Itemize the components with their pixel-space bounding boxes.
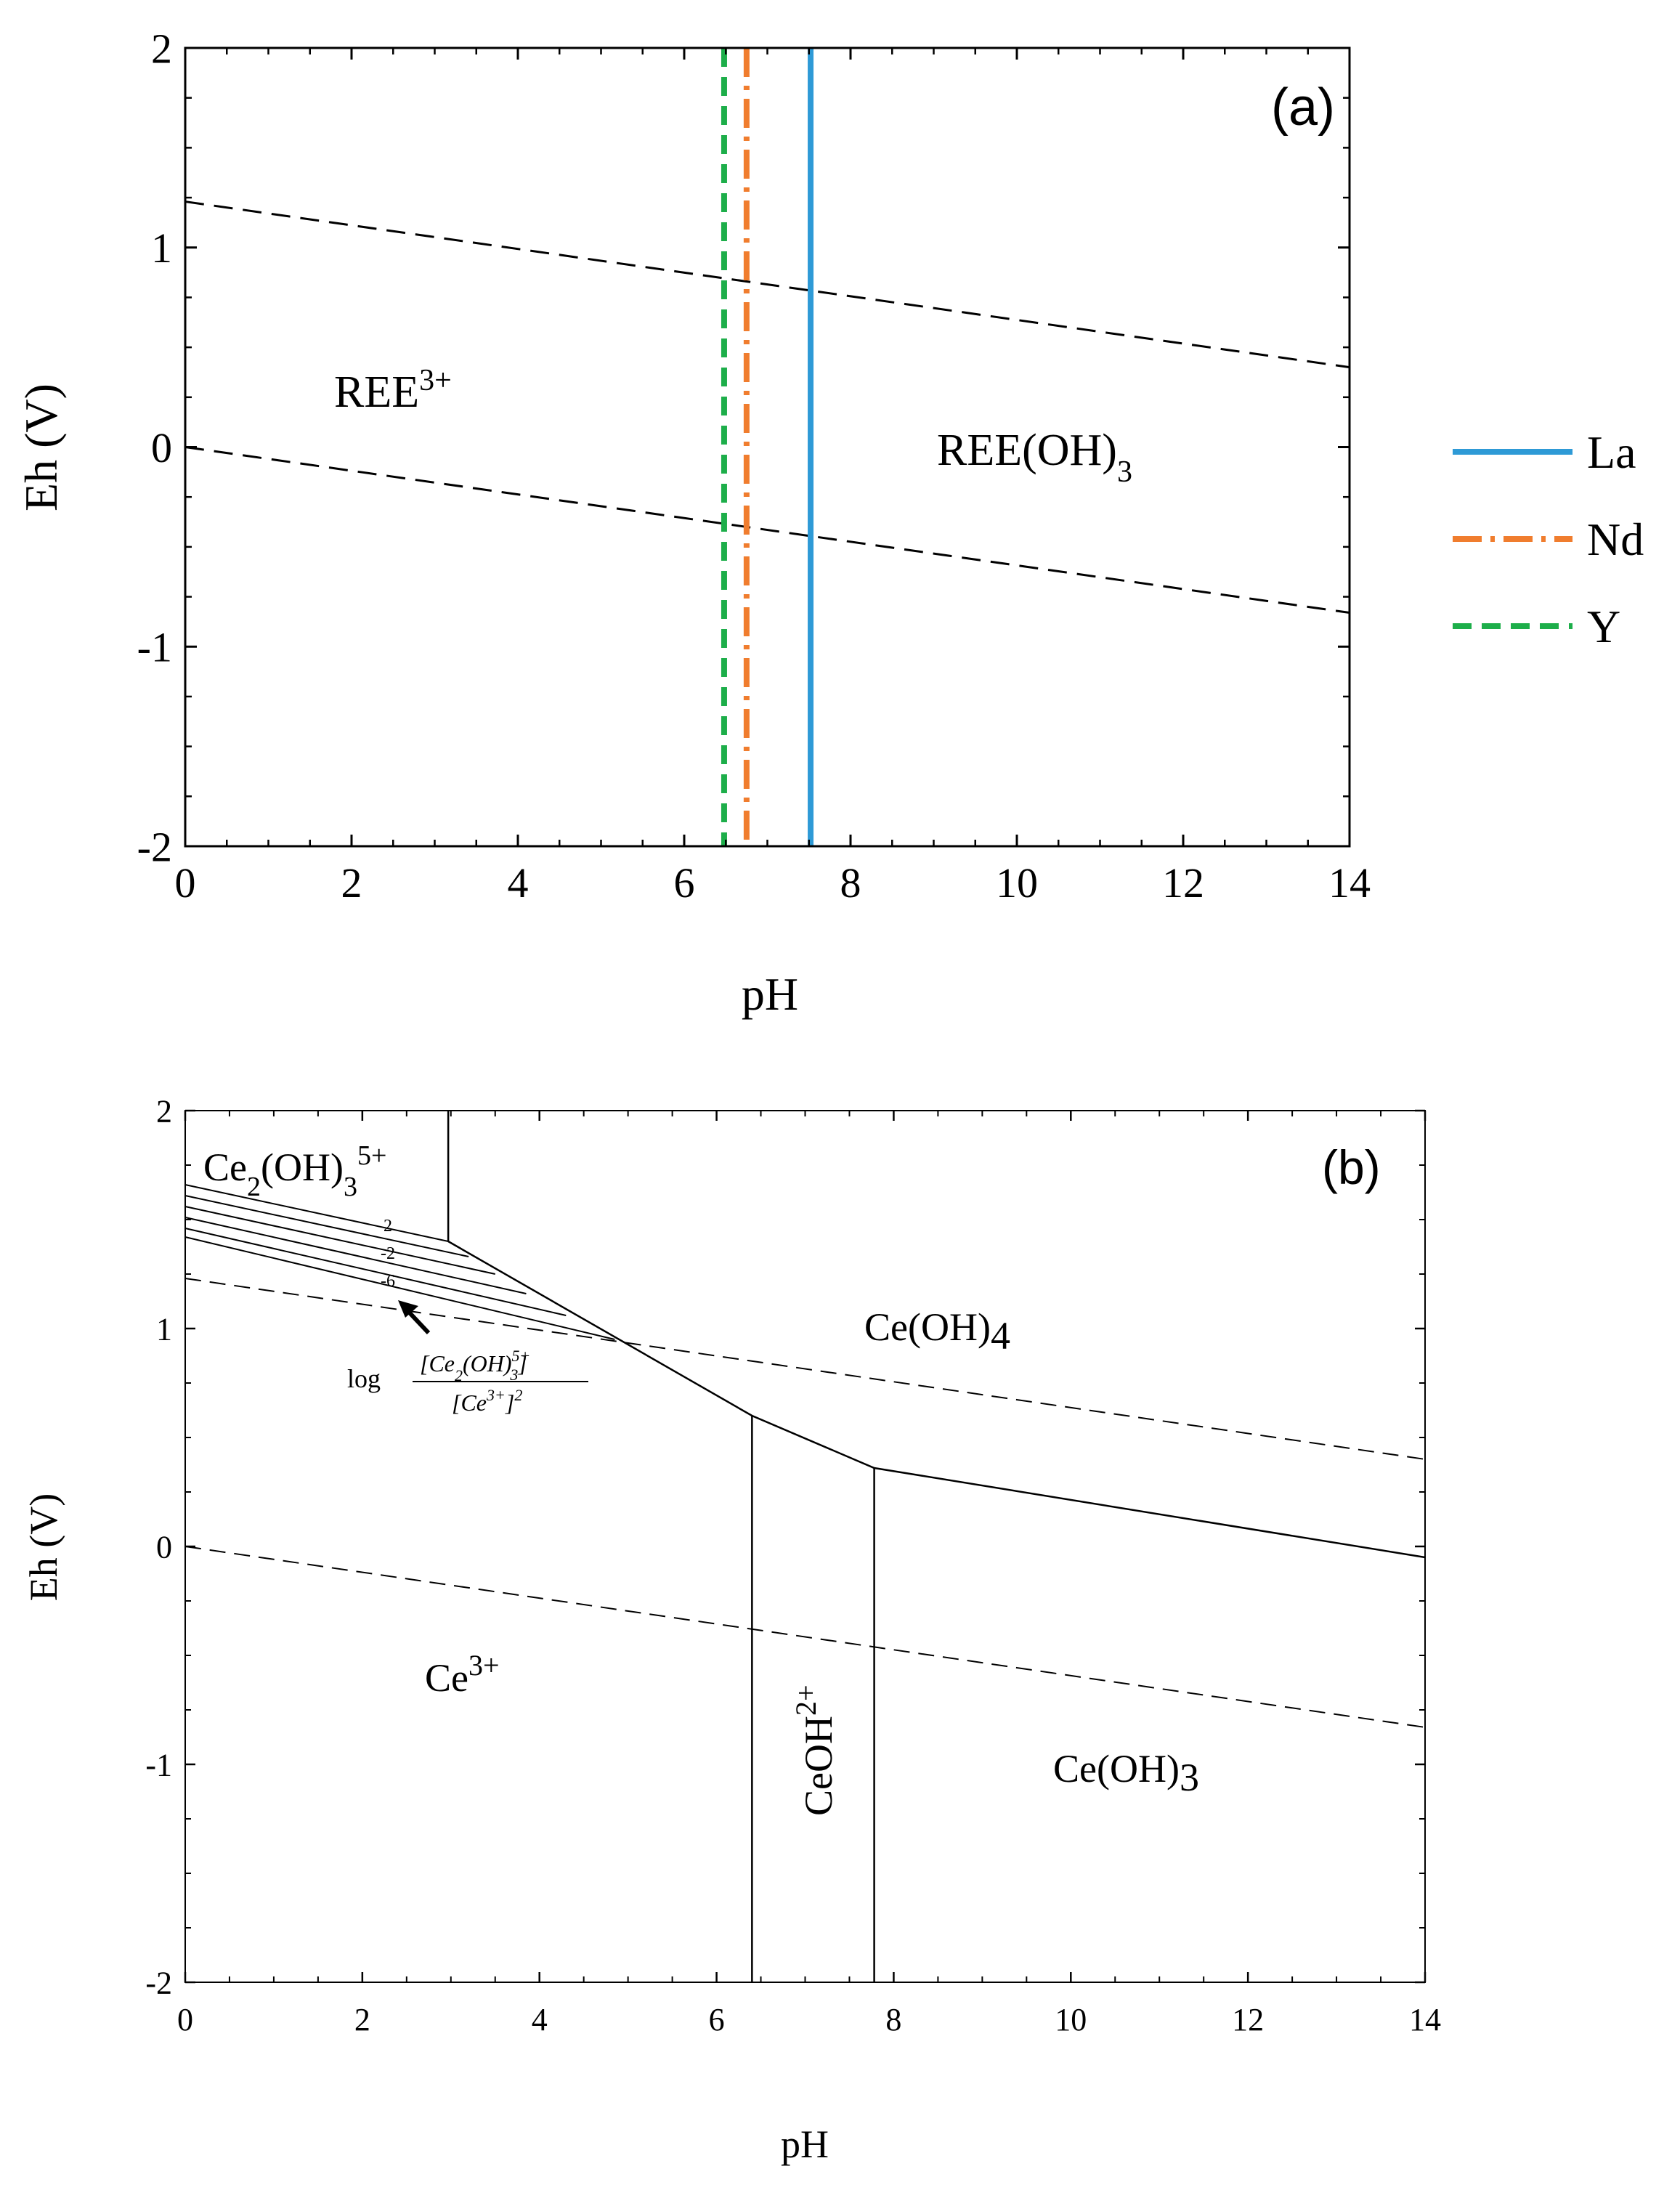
region-ce2-oh3-charge: 5+: [357, 1140, 386, 1171]
region-ce2-oh3-5plus: Ce2(OH)35+: [203, 1140, 386, 1202]
ratio-den-main: [Ce: [452, 1390, 487, 1416]
panel-b-x-tick-label: 2: [354, 2002, 370, 2037]
legend-label-la: La: [1587, 426, 1636, 478]
panel-a-water-line-lower: [184, 446, 1350, 615]
panel-a-x-tick-label: 8: [840, 859, 861, 907]
region-ree-oh3: REE(OH)3: [937, 426, 1132, 489]
region-ce-oh4-sub: 4: [991, 1314, 1010, 1358]
ratio-num-charge: 5+: [512, 1347, 531, 1365]
ratio-den-end: ]: [505, 1390, 514, 1416]
region-ree3plus: REE3+: [334, 364, 452, 417]
panel-a-y-axis-label: Eh (V): [15, 384, 67, 511]
log-label: log: [347, 1364, 381, 1393]
ratio-num-end: ]: [517, 1350, 527, 1376]
panel-b-water-line-lower: [184, 1546, 1426, 1728]
panel-b-y-tick-label: 1: [156, 1311, 172, 1347]
panel-a-x-tick-label: 4: [508, 859, 529, 907]
contour-label-3: -6: [381, 1272, 395, 1291]
legend-label-nd: Nd: [1587, 514, 1644, 565]
region-ce2-oh3-main: Ce: [203, 1145, 247, 1189]
contour-line-6: [184, 1236, 615, 1340]
panel-a-lines: [184, 48, 1350, 846]
panel-b-y-tick-label: 2: [156, 1093, 172, 1129]
panel-a-x-tick-label: 14: [1328, 859, 1371, 907]
region-ce3plus: Ce3+: [425, 1649, 500, 1700]
panel-a-plot-frame: [184, 46, 1351, 848]
panel-b-x-tick-label: 6: [709, 2002, 725, 2037]
phase-boundary-2: [447, 1240, 1426, 1559]
panel-a-x-tick-label: 6: [674, 859, 695, 907]
contour-line-3: [184, 1206, 495, 1275]
ratio-numerator: [Ce2(OH)5+ 3]: [420, 1347, 530, 1384]
panel-b-y-axis-label: Eh (V): [22, 1493, 65, 1601]
annotation-arrow: [398, 1300, 431, 1335]
panel-a-y-tick-label: 1: [151, 224, 172, 272]
panel-b-plot-frame: [184, 1110, 1426, 1983]
panel-b-x-tick-label: 8: [885, 2002, 901, 2037]
panel-a-x-axis-label: pH: [742, 968, 798, 1020]
ratio-den-square: 2: [514, 1386, 522, 1404]
ratio-den-charge: 3+: [486, 1386, 506, 1404]
legend-label-y: Y: [1587, 601, 1620, 652]
region-ree-oh3-sub: 3: [1117, 455, 1132, 489]
ratio-num-sub1: 2: [455, 1366, 463, 1384]
region-ceoh-2plus-main: CeOH: [797, 1716, 840, 1816]
panel-a-y-tick-label: 2: [151, 25, 172, 72]
contour-line-1: [184, 1184, 449, 1242]
region-ce2-oh3-sub2: 3: [344, 1172, 357, 1202]
panel-a-label: (a): [1271, 78, 1335, 137]
panel-a-water-line-upper: [184, 200, 1350, 369]
region-ree3plus-main: REE: [334, 368, 419, 417]
region-ce-oh4-main: Ce(OH): [864, 1305, 991, 1349]
annotation-arrow-head: [398, 1300, 418, 1318]
panel-b-y-tick-label: -1: [145, 1747, 172, 1783]
contour-label-2: -2: [381, 1244, 395, 1263]
ratio-denominator: [Ce3+]2: [452, 1386, 522, 1416]
contour-label-1: 2: [384, 1217, 392, 1236]
ratio-num-mid: (OH): [463, 1350, 512, 1376]
panel-b-lines: [184, 1111, 1426, 1982]
ratio-num-sub2: 3: [509, 1366, 518, 1384]
panel-b-label: (b): [1322, 1140, 1381, 1194]
panel-b-x-tick-label: 10: [1055, 2002, 1087, 2037]
panel-b-x-tick-label: 12: [1232, 2002, 1264, 2037]
region-ceoh-2plus-charge: 2+: [790, 1684, 822, 1716]
region-ree3plus-charge: 3+: [419, 364, 452, 397]
region-ceoh-2plus: CeOH2+: [790, 1684, 840, 1816]
region-ree-oh3-main: REE(OH): [937, 426, 1117, 475]
contour-line-4: [184, 1217, 527, 1294]
region-ce-oh4: Ce(OH)4: [864, 1305, 1010, 1358]
ratio-num-main: [Ce: [420, 1350, 455, 1376]
panel-a-x-tick-label: 2: [341, 859, 362, 907]
panel-b-y-tick-label: -2: [145, 1965, 172, 2000]
panel-a-y-tick-label: 0: [151, 424, 172, 471]
region-ce-oh3-sub: 3: [1180, 1756, 1199, 1799]
panel-a-x-tick-label: 12: [1162, 859, 1204, 907]
panel-a-x-tick-label: 0: [175, 859, 196, 907]
region-ce3plus-charge: 3+: [468, 1649, 500, 1682]
region-ce-oh3: Ce(OH)3: [1053, 1747, 1199, 1799]
panel-b-y-tick-label: 0: [156, 1529, 172, 1565]
panel-a-legend: La Nd Y: [1453, 426, 1644, 652]
panel-a-y-tick-label: -2: [137, 823, 172, 870]
region-ce-oh3-main: Ce(OH): [1053, 1747, 1180, 1791]
panel-b-water-line-upper: [184, 1278, 1426, 1460]
region-ce3plus-main: Ce: [425, 1656, 468, 1700]
log-ratio-annotation: log [Ce2(OH)5+ 3] [Ce3+]2: [347, 1347, 588, 1416]
region-ce2-oh3-sub1: 2: [247, 1172, 261, 1202]
panel-b-x-tick-label: 4: [532, 2002, 548, 2037]
panel-a-y-tick-label: -1: [137, 624, 172, 671]
panel-b-x-axis-label: pH: [781, 2122, 829, 2166]
panel-b-x-tick-label: 14: [1409, 2002, 1441, 2037]
panel-b-x-tick-label: 0: [177, 2002, 193, 2037]
panel-a-x-tick-label: 10: [996, 859, 1038, 907]
region-ce2-oh3-mid: (OH): [261, 1145, 344, 1189]
contour-line-5: [184, 1228, 567, 1316]
contour-line-2: [184, 1195, 469, 1257]
